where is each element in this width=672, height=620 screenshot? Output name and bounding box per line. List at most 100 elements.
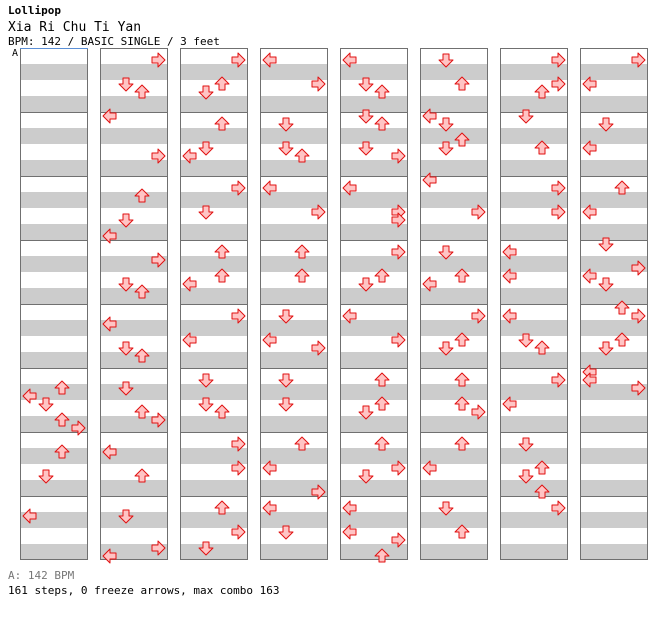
arrow-left-icon <box>262 332 277 348</box>
arrow-down-icon <box>518 437 534 452</box>
arrow-down-icon <box>358 77 374 92</box>
arrow-left-icon <box>182 332 197 348</box>
arrow-down-icon <box>438 141 454 156</box>
arrow-up-icon <box>534 84 550 99</box>
song-title: Xia Ri Chu Ti Yan <box>8 20 142 35</box>
arrow-up-icon <box>534 460 550 475</box>
arrow-up-icon <box>534 140 550 155</box>
arrow-up-icon <box>294 244 310 259</box>
arrow-right-icon <box>391 212 406 228</box>
chart-meta-info: BPM: 142 / BASIC SINGLE / 3 feet <box>8 35 220 48</box>
arrow-up-icon <box>374 268 390 283</box>
arrow-left-icon <box>582 268 597 284</box>
arrow-up-icon <box>534 340 550 355</box>
chart-statistics: 161 steps, 0 freeze arrows, max combo 16… <box>8 584 280 597</box>
arrow-right-icon <box>391 532 406 548</box>
arrow-up-icon <box>134 404 150 419</box>
arrow-right-icon <box>151 540 166 556</box>
arrow-right-icon <box>391 148 406 164</box>
arrow-left-icon <box>342 524 357 540</box>
arrow-up-icon <box>374 84 390 99</box>
arrow-down-icon <box>118 381 134 396</box>
arrow-up-icon <box>374 436 390 451</box>
arrow-left-icon <box>502 244 517 260</box>
arrow-right-icon <box>631 380 646 396</box>
arrow-right-icon <box>311 204 326 220</box>
arrow-right-icon <box>151 252 166 268</box>
arrow-right-icon <box>231 180 246 196</box>
arrow-down-icon <box>278 397 294 412</box>
arrow-up-icon <box>214 116 230 131</box>
arrow-up-icon <box>454 76 470 91</box>
arrow-left-icon <box>422 172 437 188</box>
arrow-left-icon <box>102 316 117 332</box>
arrow-down-icon <box>518 469 534 484</box>
arrow-down-icon <box>438 117 454 132</box>
arrow-left-icon <box>502 268 517 284</box>
arrow-right-icon <box>471 204 486 220</box>
arrow-down-icon <box>438 501 454 516</box>
arrow-down-icon <box>118 277 134 292</box>
arrow-left-icon <box>582 204 597 220</box>
arrow-up-icon <box>214 76 230 91</box>
arrow-down-icon <box>278 117 294 132</box>
arrow-up-icon <box>614 300 630 315</box>
arrow-up-icon <box>294 268 310 283</box>
arrow-up-icon <box>134 284 150 299</box>
chart-column <box>420 48 488 560</box>
arrow-left-icon <box>102 108 117 124</box>
arrow-right-icon <box>231 460 246 476</box>
arrow-left-icon <box>342 500 357 516</box>
arrow-up-icon <box>134 188 150 203</box>
arrow-up-icon <box>454 396 470 411</box>
arrow-up-icon <box>614 332 630 347</box>
chart-column <box>100 48 168 560</box>
arrow-up-icon <box>54 444 70 459</box>
arrow-down-icon <box>358 405 374 420</box>
arrow-right-icon <box>231 308 246 324</box>
arrow-down-icon <box>438 245 454 260</box>
arrow-right-icon <box>311 76 326 92</box>
arrow-down-icon <box>358 277 374 292</box>
arrow-right-icon <box>551 372 566 388</box>
arrow-right-icon <box>151 52 166 68</box>
arrow-right-icon <box>391 332 406 348</box>
arrow-right-icon <box>551 500 566 516</box>
chart-title-difficulty: Lollipop <box>8 4 61 17</box>
arrow-up-icon <box>534 484 550 499</box>
arrow-down-icon <box>198 85 214 100</box>
arrow-left-icon <box>342 308 357 324</box>
arrow-up-icon <box>134 84 150 99</box>
arrow-right-icon <box>311 484 326 500</box>
arrow-down-icon <box>598 117 614 132</box>
bpm-legend: A: 142 BPM <box>8 569 75 582</box>
arrow-up-icon <box>374 372 390 387</box>
arrow-up-icon <box>134 348 150 363</box>
arrow-left-icon <box>102 548 117 564</box>
arrow-up-icon <box>454 436 470 451</box>
arrow-down-icon <box>198 141 214 156</box>
chart-column <box>260 48 328 560</box>
arrow-down-icon <box>598 237 614 252</box>
arrow-down-icon <box>38 469 54 484</box>
arrow-down-icon <box>278 309 294 324</box>
arrow-left-icon <box>582 76 597 92</box>
arrow-down-icon <box>118 77 134 92</box>
arrow-left-icon <box>262 500 277 516</box>
arrow-left-icon <box>262 180 277 196</box>
arrow-right-icon <box>391 460 406 476</box>
arrow-up-icon <box>54 380 70 395</box>
arrow-right-icon <box>471 404 486 420</box>
arrow-up-icon <box>54 412 70 427</box>
arrow-down-icon <box>278 141 294 156</box>
arrow-left-icon <box>422 108 437 124</box>
bpm-section-marker: A <box>12 48 19 59</box>
arrow-up-icon <box>454 332 470 347</box>
arrow-up-icon <box>454 132 470 147</box>
arrow-down-icon <box>38 397 54 412</box>
arrow-down-icon <box>198 397 214 412</box>
arrow-right-icon <box>551 52 566 68</box>
arrow-right-icon <box>631 52 646 68</box>
arrow-right-icon <box>231 524 246 540</box>
arrow-right-icon <box>231 52 246 68</box>
